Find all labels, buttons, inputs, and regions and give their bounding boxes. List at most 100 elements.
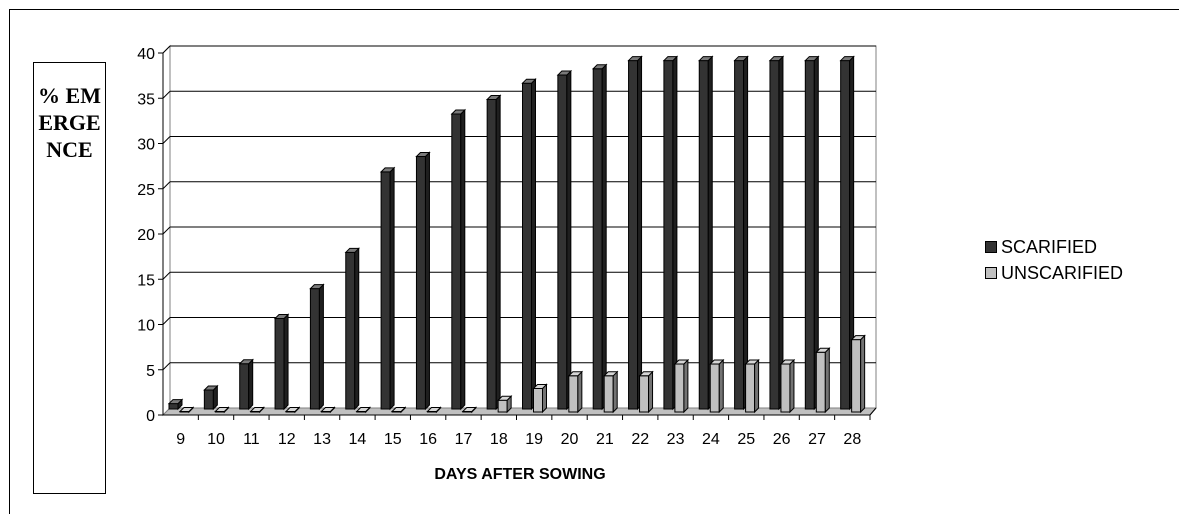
bar-scarified bbox=[345, 251, 356, 410]
legend-item-unscarified: UNSCARIFIED bbox=[985, 260, 1123, 286]
legend-item-scarified: SCARIFIED bbox=[985, 234, 1123, 260]
bar-scarified-side bbox=[778, 55, 784, 411]
bar-unscarified-top bbox=[744, 359, 760, 365]
x-tick-label: 19 bbox=[525, 431, 543, 448]
bar-scarified bbox=[309, 288, 320, 410]
x-tick-label: 20 bbox=[561, 431, 579, 448]
x-tick-label: 14 bbox=[349, 431, 367, 448]
bar-unscarified-top bbox=[178, 407, 195, 412]
bar-scarified-top bbox=[167, 399, 184, 405]
x-tick-label: 28 bbox=[843, 431, 861, 448]
y-gridline-side bbox=[162, 181, 171, 190]
bar-scarified bbox=[557, 74, 568, 410]
y-gridline-side bbox=[162, 90, 171, 99]
legend-swatch-scarified bbox=[985, 241, 997, 253]
bar-scarified-top bbox=[273, 314, 290, 319]
x-tick-label: 17 bbox=[455, 431, 473, 448]
bar-unscarified bbox=[674, 363, 685, 413]
bar-scarified-top bbox=[450, 109, 467, 115]
x-tick-label: 16 bbox=[419, 431, 437, 448]
bar-scarified-side bbox=[283, 313, 289, 411]
bar-scarified-side bbox=[743, 55, 749, 411]
bar-unscarified bbox=[497, 399, 508, 413]
x-tick-label: 12 bbox=[278, 431, 296, 448]
bar-unscarified-top bbox=[320, 407, 336, 412]
bar-unscarified bbox=[851, 339, 862, 413]
x-tick-label: 15 bbox=[384, 431, 402, 448]
bar-scarified-side bbox=[354, 247, 360, 411]
bar-unscarified bbox=[815, 351, 826, 413]
bar-scarified-top bbox=[804, 56, 820, 62]
bar-scarified-top bbox=[662, 56, 679, 62]
bar-scarified bbox=[522, 82, 532, 410]
x-axis-label: DAYS AFTER SOWING bbox=[434, 466, 606, 483]
legend-label-scarified: SCARIFIED bbox=[1001, 236, 1098, 257]
bar-scarified-top bbox=[768, 56, 785, 62]
bar-scarified-top bbox=[698, 56, 714, 62]
bar-unscarified-top bbox=[249, 407, 265, 412]
bar-scarified-top bbox=[203, 385, 219, 391]
bar-unscarified-side bbox=[789, 358, 795, 414]
bar-unscarified-side bbox=[683, 358, 689, 414]
bar-unscarified-top bbox=[496, 395, 513, 401]
bar-unscarified bbox=[745, 363, 756, 413]
bar-scarified bbox=[168, 403, 179, 410]
bar-scarified-side bbox=[460, 108, 466, 411]
bar-scarified-side bbox=[566, 69, 572, 411]
bar-unscarified-side bbox=[648, 370, 654, 414]
legend: SCARIFIED UNSCARIFIED bbox=[985, 234, 1123, 286]
bar-unscarified bbox=[533, 387, 543, 413]
bar-unscarified-side bbox=[754, 358, 760, 414]
y-gridline-side bbox=[162, 136, 171, 144]
bar-scarified-top bbox=[556, 70, 573, 76]
bar-scarified bbox=[380, 171, 391, 410]
x-tick-label: 10 bbox=[207, 431, 225, 448]
y-gridline-side bbox=[162, 362, 171, 371]
y-tick-label: 15 bbox=[137, 272, 155, 289]
bar-scarified-side bbox=[637, 55, 643, 411]
bar-scarified bbox=[769, 60, 780, 410]
y-gridline-side bbox=[162, 226, 171, 235]
x-axis-depth-line bbox=[869, 407, 877, 416]
bar-unscarified-side bbox=[542, 383, 547, 414]
y-tick-label: 30 bbox=[137, 137, 155, 154]
x-tick-label: 18 bbox=[490, 431, 508, 448]
y-tick-label: 25 bbox=[137, 182, 155, 199]
x-tick-label: 26 bbox=[773, 431, 791, 448]
bar-scarified-side bbox=[672, 55, 678, 411]
bar-scarified-top bbox=[379, 167, 396, 173]
y-tick-label: 40 bbox=[137, 46, 155, 63]
x-tick-label: 13 bbox=[313, 431, 331, 448]
y-tick-label: 5 bbox=[146, 363, 155, 380]
bar-scarified-top bbox=[309, 284, 325, 290]
bar-unscarified-top bbox=[638, 371, 654, 377]
x-tick-label: 11 bbox=[243, 431, 260, 448]
bar-scarified-top bbox=[627, 56, 643, 62]
bar-unscarified-top bbox=[461, 407, 478, 412]
bar-scarified bbox=[592, 68, 603, 410]
bar-scarified bbox=[486, 98, 497, 410]
bar-scarified-top bbox=[521, 78, 537, 84]
bar-scarified-side bbox=[707, 55, 713, 411]
bar-scarified bbox=[628, 60, 639, 410]
bar-scarified bbox=[663, 60, 674, 410]
bar-unscarified-top bbox=[426, 407, 442, 412]
bar-scarified-top bbox=[238, 359, 254, 365]
bar-scarified-side bbox=[424, 151, 430, 411]
bar-scarified-top bbox=[344, 247, 360, 253]
bar-scarified-side bbox=[495, 94, 501, 411]
bar-scarified-top bbox=[485, 94, 502, 100]
bar-scarified-side bbox=[601, 63, 607, 411]
bar-unscarified-side bbox=[824, 347, 830, 414]
bar-scarified-top bbox=[839, 56, 855, 62]
x-tick-label: 9 bbox=[176, 431, 185, 448]
x-tick-label: 25 bbox=[737, 431, 755, 448]
bar-scarified bbox=[734, 60, 745, 410]
x-tick-label: 24 bbox=[702, 431, 720, 448]
legend-swatch-unscarified bbox=[985, 267, 997, 279]
bar-unscarified-top bbox=[779, 359, 796, 365]
bar-scarified bbox=[415, 156, 426, 410]
y-gridline-side bbox=[162, 45, 171, 54]
bar-scarified bbox=[203, 389, 214, 410]
